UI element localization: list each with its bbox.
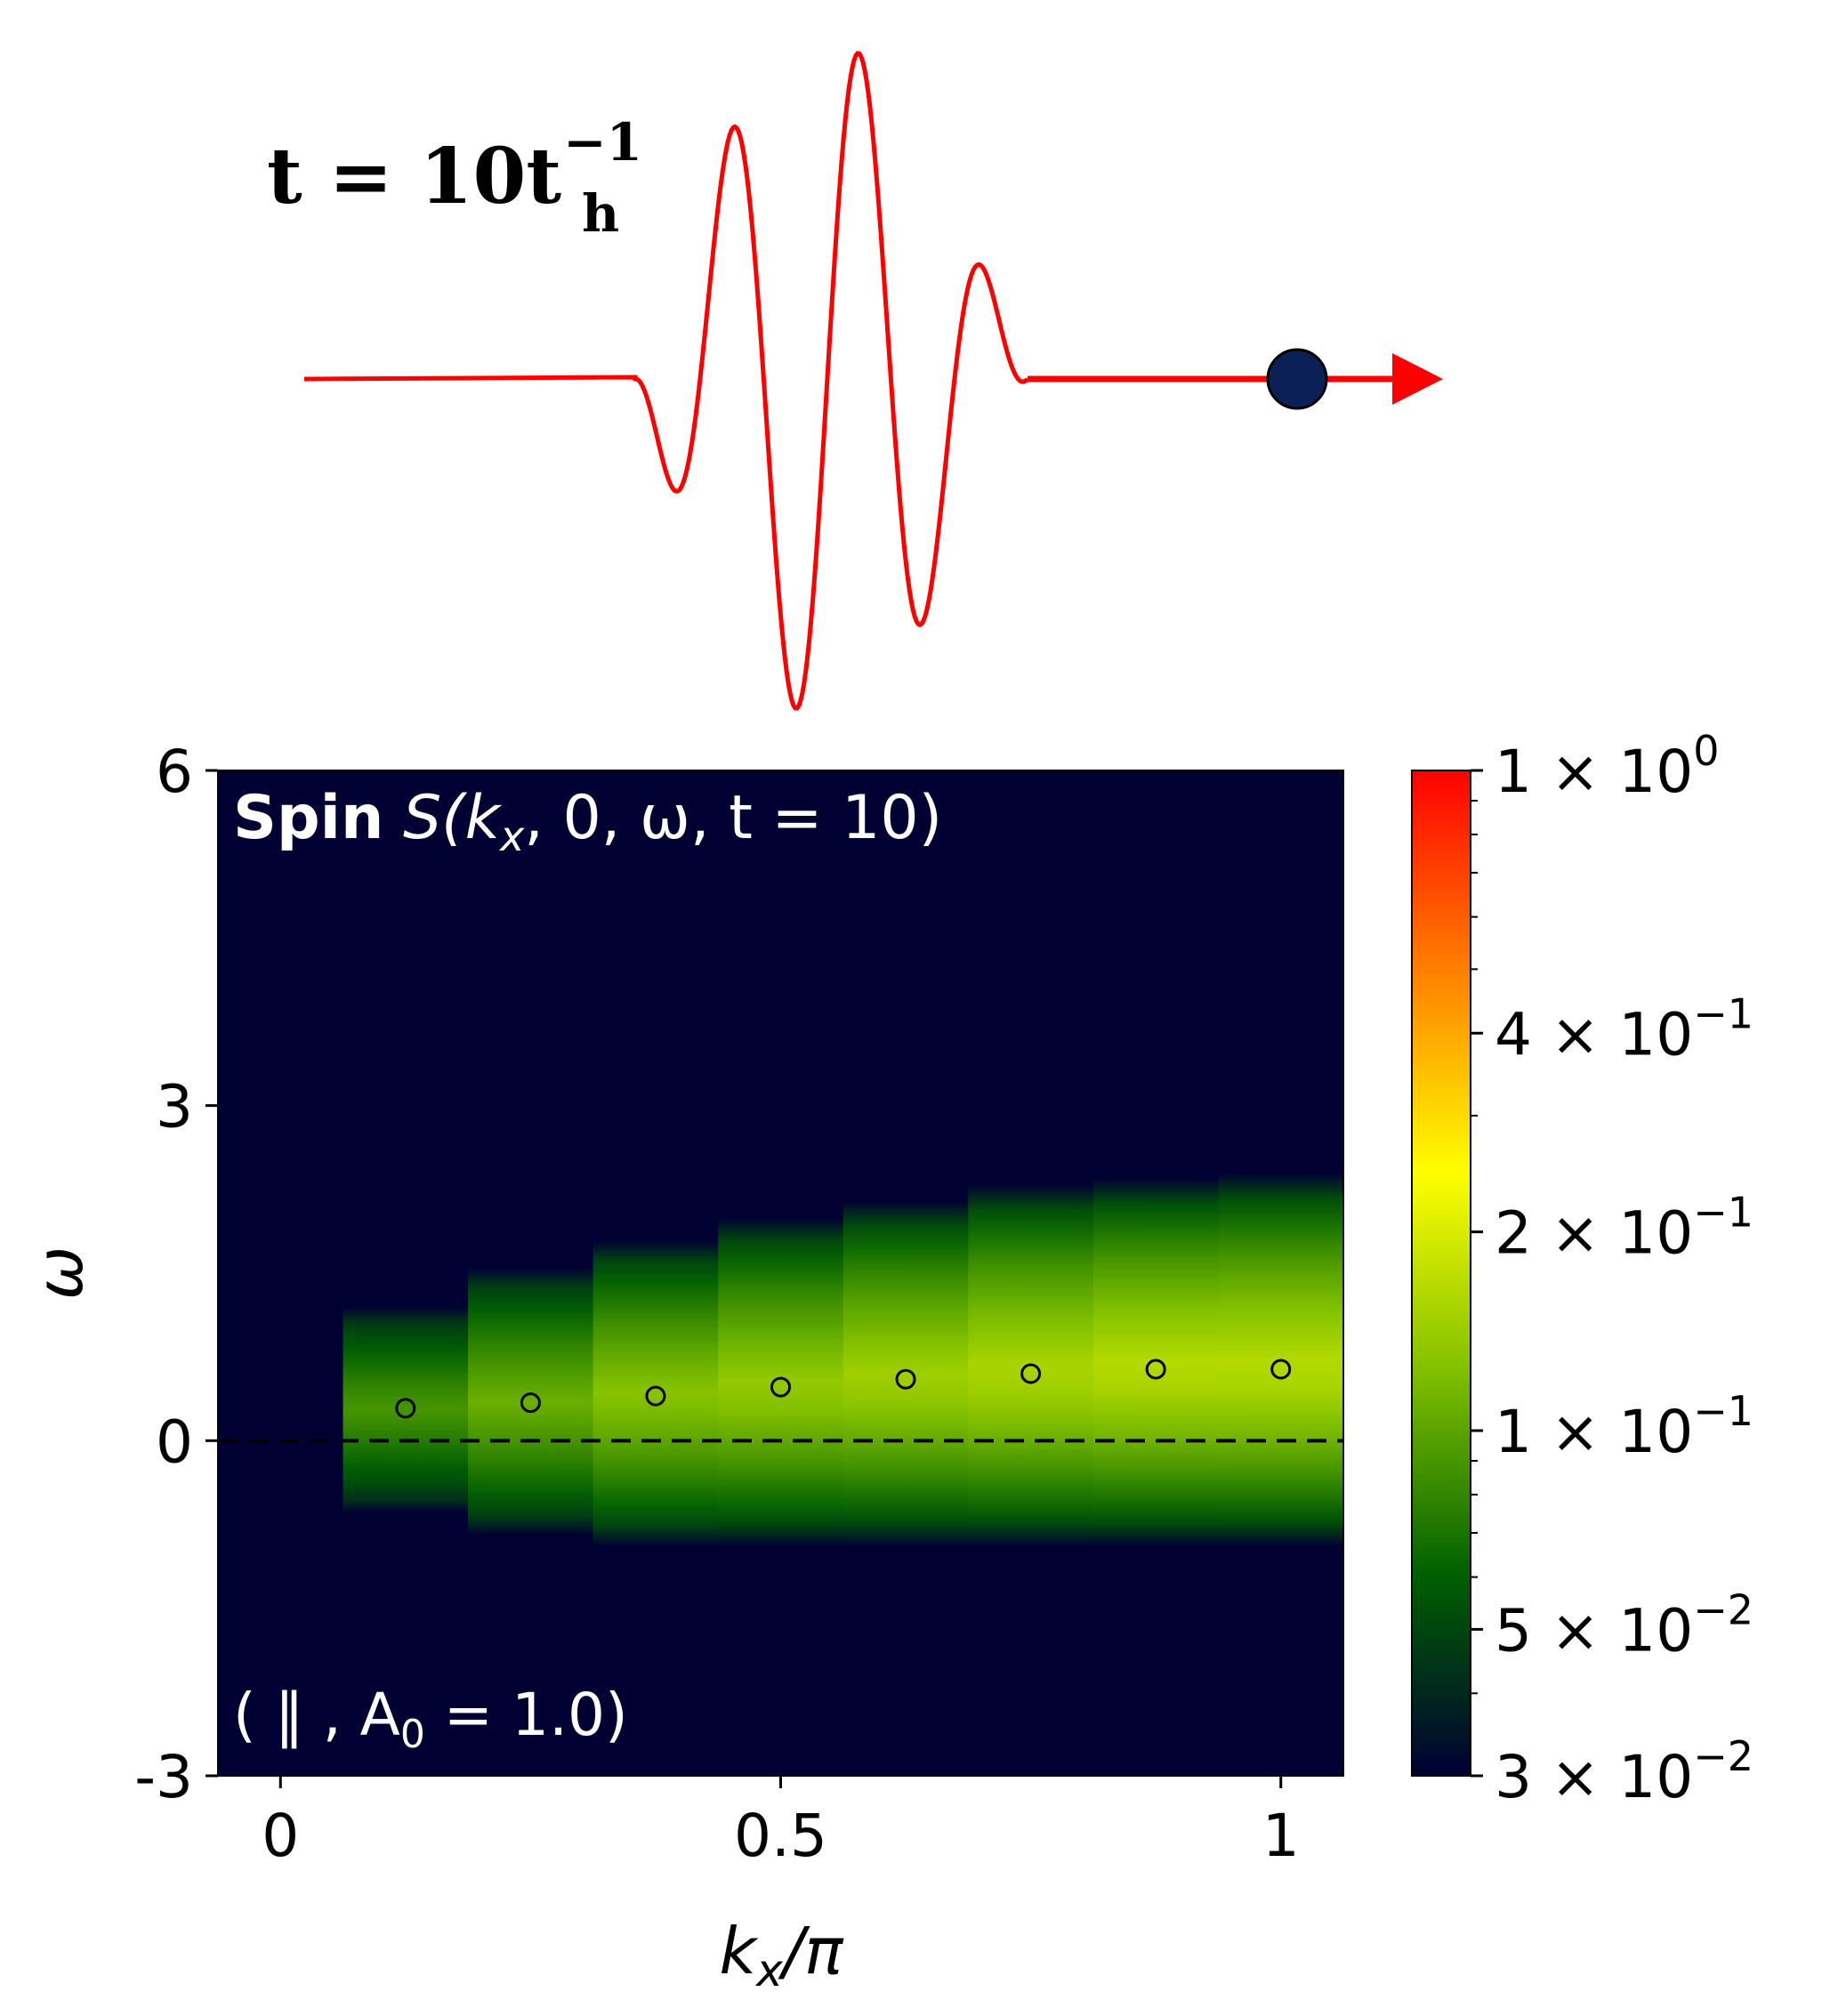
heatmap-chart: Spin S(kx, 0, ω, t = 10) ( ‖ , A0 = 1.0)… [22, 738, 1344, 1996]
time-label-sup: −1 [563, 112, 642, 173]
colorbar-tick-label: 5 × 10−2 [1495, 1585, 1753, 1665]
chart-title: Spin S(kx, 0, ω, t = 10) [233, 783, 942, 860]
x-axis-label-sub: x [754, 1945, 783, 1996]
x-axis-label-post: /π [778, 1914, 844, 1988]
colorbar-tick-label: 2 × 10−1 [1495, 1189, 1753, 1268]
y-tick-label: 3 [156, 1073, 193, 1141]
peak-marker [895, 1368, 916, 1390]
colorbar-tick-label: 3 × 10−2 [1495, 1732, 1753, 1811]
peak-marker [395, 1398, 416, 1419]
y-axis: -3 0 3 6 [134, 738, 218, 1811]
colorbar-gradient [1411, 770, 1471, 1777]
time-label: t = 10t−1 h [267, 112, 642, 244]
heatmap-column [468, 1267, 594, 1536]
chart-title-bold: Spin [233, 783, 383, 853]
heatmap-column [343, 1306, 469, 1513]
colorbar-tick-label: 1 × 100 [1495, 727, 1720, 806]
pulse-wave [303, 51, 1029, 711]
peak-markers [395, 1359, 1292, 1419]
pulse-illustration: t = 10t−1 h [267, 51, 1443, 711]
heatmap-column [1092, 1178, 1219, 1547]
x-axis-label-main: k [720, 1914, 760, 1988]
annotation-post: = 1.0) [425, 1681, 628, 1749]
peak-marker [1145, 1359, 1166, 1380]
heatmap-column [718, 1217, 844, 1547]
y-tick-label: 6 [156, 738, 193, 806]
colorbar-tick-label: 4 × 10−1 [1495, 989, 1753, 1068]
y-tick-label: 0 [156, 1407, 193, 1476]
colorbar-tick-label: 1 × 10−1 [1495, 1387, 1753, 1466]
time-label-prefix: t = 10t [267, 132, 561, 222]
parameter-annotation: ( ‖ , A0 = 1.0) [233, 1681, 628, 1757]
annotation-pre: ( ‖ , A [233, 1681, 400, 1749]
chart-title-rest: S(k [383, 783, 502, 853]
heatmap-column [842, 1200, 969, 1547]
peak-marker [520, 1392, 541, 1414]
y-tick-label: -3 [134, 1743, 193, 1811]
peak-marker [770, 1376, 791, 1398]
colorbar: 1 × 100 4 × 10−1 2 × 10−1 1 × 10−1 5 × 10−2 3… [1411, 727, 1753, 1811]
x-tick-label: 0.5 [734, 1802, 827, 1870]
peak-marker [1020, 1363, 1042, 1384]
x-axis: 0 0.5 1 [262, 1776, 1300, 1870]
x-tick-label: 0 [262, 1802, 299, 1870]
propagation-arrow-icon [1392, 353, 1443, 405]
annotation-sub: 0 [400, 1712, 425, 1757]
peak-marker [645, 1385, 666, 1407]
chart-title-tail: , 0, ω, t = 10) [524, 783, 942, 853]
colorbar-ticks: 1 × 100 4 × 10−1 2 × 10−1 1 × 10−1 5 × 10−2 3… [1471, 727, 1753, 1811]
x-axis-label: kx/π [720, 1914, 845, 1996]
peak-marker [1270, 1359, 1292, 1380]
time-label-sub: h [582, 183, 619, 244]
heatmap-cells [343, 1173, 1343, 1547]
particle-icon [1266, 348, 1328, 410]
y-axis-label: ω [22, 1246, 97, 1300]
chart-title-sub: x [498, 812, 525, 860]
heatmap-column [593, 1239, 719, 1547]
x-tick-label: 1 [1262, 1802, 1300, 1870]
